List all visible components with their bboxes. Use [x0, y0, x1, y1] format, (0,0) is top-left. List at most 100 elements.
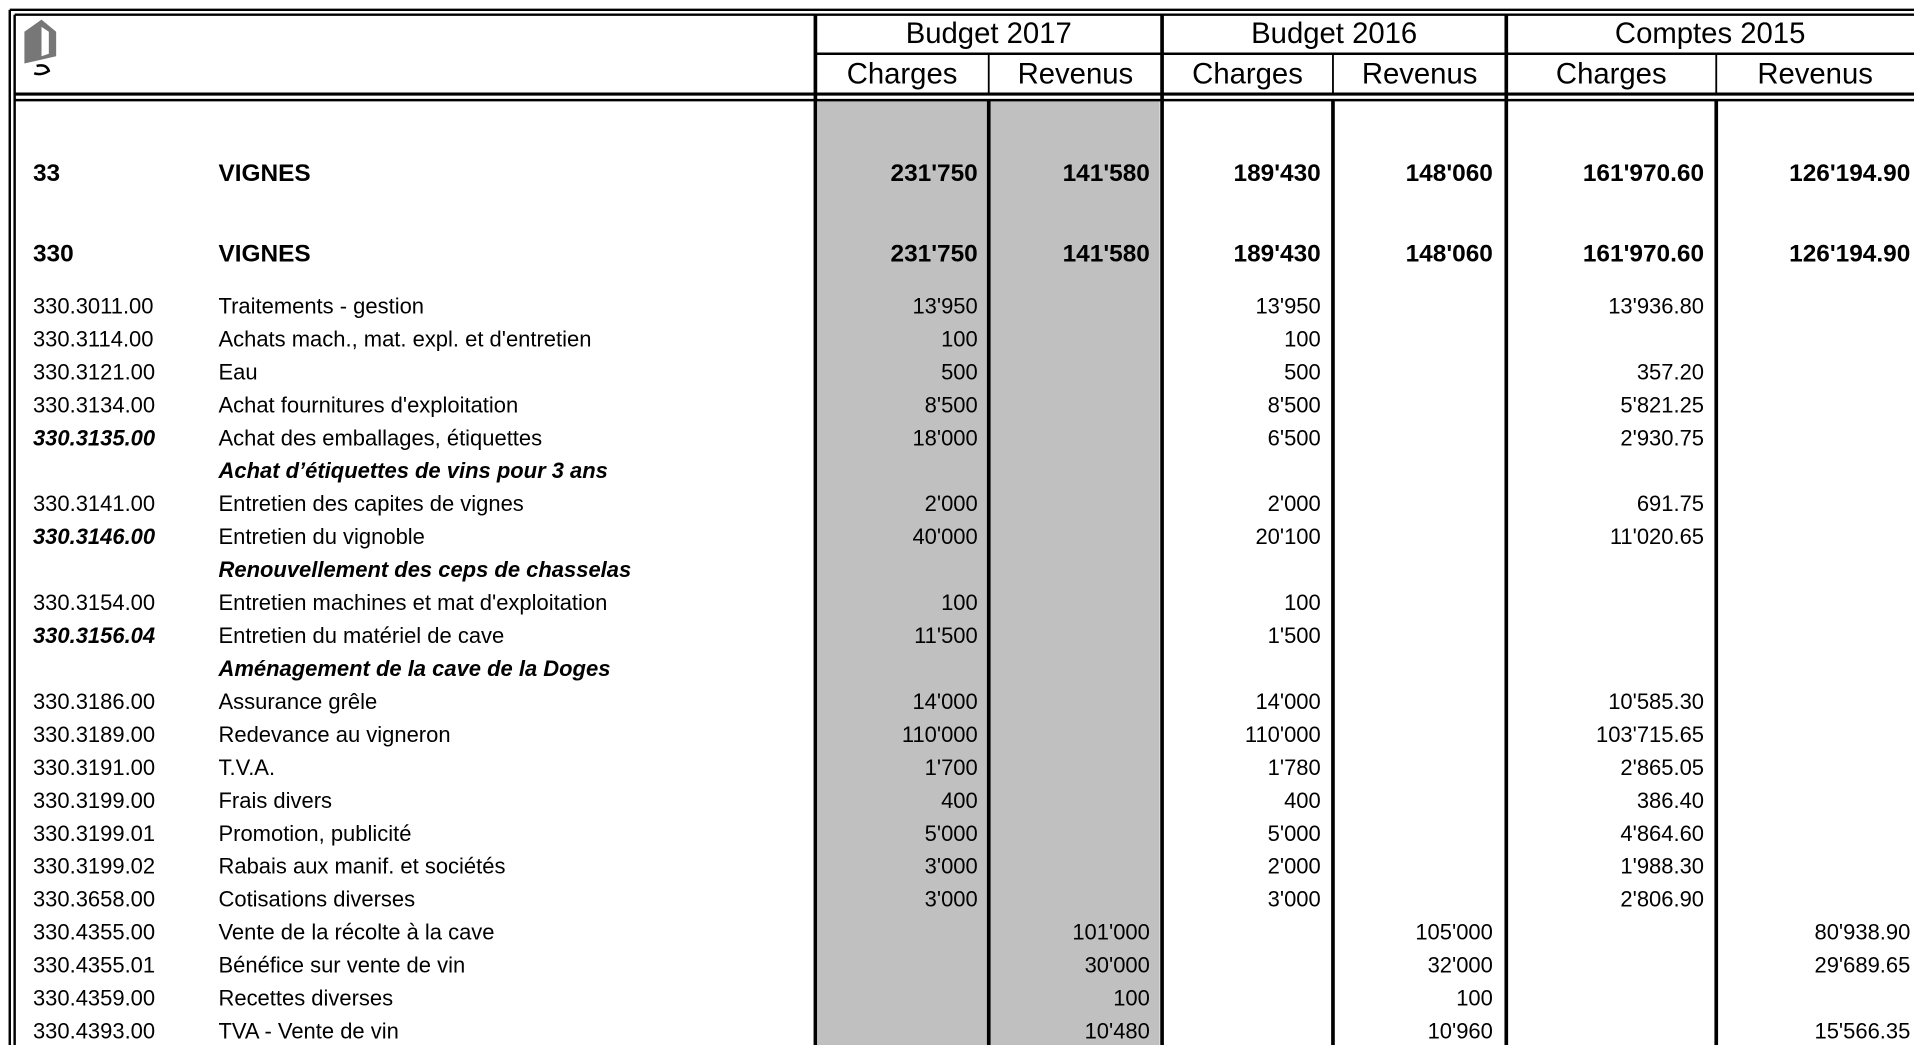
group-header: Comptes 2015: [1615, 17, 1805, 50]
account-label: Rabais aux manif. et sociétés: [218, 854, 505, 879]
amount: 8'500: [1268, 392, 1321, 417]
amount: 3'000: [1268, 887, 1321, 912]
account-code: 330.4355.01: [33, 953, 155, 978]
amount: 14'000: [1255, 689, 1320, 714]
account-code: 33: [33, 160, 60, 187]
amount: 6'500: [1268, 425, 1321, 450]
account-code: 330.3658.00: [33, 887, 155, 912]
account-code: 330.3141.00: [33, 491, 155, 516]
amount: 30'000: [1085, 953, 1150, 978]
amount: 500: [1284, 359, 1321, 384]
amount: 5'000: [1268, 821, 1321, 846]
amount: 148'060: [1406, 160, 1493, 187]
amount: 1'780: [1268, 755, 1321, 780]
amount: 20'100: [1255, 524, 1320, 549]
amount: 3'000: [925, 854, 978, 879]
amount: 2'000: [1268, 854, 1321, 879]
amount: 148'060: [1406, 241, 1493, 268]
account-code: 330.3189.00: [33, 722, 155, 747]
borders: [8, 8, 1914, 1045]
amount: 4'864.60: [1620, 821, 1704, 846]
amount: 11'020.65: [1610, 524, 1704, 549]
amount: 110'000: [902, 722, 978, 747]
amount: 13'950: [1255, 293, 1320, 318]
amount: 126'194.90: [1789, 160, 1910, 187]
account-label: T.V.A.: [218, 755, 275, 780]
account-code: 330.3199.01: [33, 821, 155, 846]
amount: 161'970.60: [1583, 160, 1704, 187]
amount: 100: [1456, 986, 1493, 1011]
group-header: Budget 2017: [906, 17, 1072, 50]
account-code: 330.3156.04: [33, 623, 155, 648]
account-code: 330.3199.00: [33, 788, 155, 813]
column-header: Revenus: [1362, 57, 1478, 90]
account-code: 330.3114.00: [33, 326, 154, 351]
account-label: VIGNES: [218, 241, 310, 268]
account-label: Bénéfice sur vente de vin: [218, 953, 465, 978]
account-label: Entretien machines et mat d'exploitation: [218, 590, 607, 615]
amount: 1'500: [1268, 623, 1321, 648]
account-code: 330.3011.00: [33, 293, 154, 318]
amount: 8'500: [925, 392, 978, 417]
amount: 500: [941, 359, 978, 384]
amount: 141'580: [1063, 160, 1150, 187]
amount: 11'500: [914, 623, 978, 648]
amount: 386.40: [1637, 788, 1704, 813]
account-code: 330.3154.00: [33, 590, 155, 615]
account-code: 330: [33, 241, 74, 268]
column-header: Charges: [1192, 57, 1303, 90]
account-label: Traitements - gestion: [218, 293, 424, 318]
amount: 126'194.90: [1789, 241, 1910, 268]
account-label: Promotion, publicité: [218, 821, 411, 846]
amount: 105'000: [1415, 920, 1493, 945]
amount: 110'000: [1245, 722, 1321, 747]
amount: 189'430: [1234, 241, 1321, 268]
amount: 10'480: [1085, 1019, 1150, 1044]
account-label: Cotisations diverses: [218, 887, 415, 912]
amount: 14'000: [912, 689, 977, 714]
note: Renouvellement des ceps de chasselas: [218, 557, 631, 582]
column-header: Revenus: [1018, 57, 1134, 90]
amount: 10'585.30: [1608, 689, 1704, 714]
account-label: Entretien du vignoble: [218, 524, 424, 549]
account-code: 330.3191.00: [33, 755, 155, 780]
amount: 10'960: [1428, 1019, 1493, 1044]
amount: 2'000: [925, 491, 978, 516]
amount: 141'580: [1063, 241, 1150, 268]
account-code: 330.4359.00: [33, 986, 155, 1011]
group-header: Budget 2016: [1251, 17, 1417, 50]
amount: 29'689.65: [1815, 953, 1911, 978]
account-label: VIGNES: [218, 160, 310, 187]
amount: 100: [1113, 986, 1150, 1011]
account-label: Achats mach., mat. expl. et d'entretien: [218, 326, 591, 351]
amount: 231'750: [891, 160, 978, 187]
amount: 100: [1284, 326, 1321, 351]
account-code: 330.4355.00: [33, 920, 155, 945]
amount: 231'750: [891, 241, 978, 268]
amount: 161'970.60: [1583, 241, 1704, 268]
account-code: 330.3134.00: [33, 392, 155, 417]
amount: 400: [1284, 788, 1321, 813]
account-code: 330.4393.00: [33, 1019, 155, 1044]
account-label: Assurance grêle: [218, 689, 377, 714]
amount: 103'715.65: [1596, 722, 1704, 747]
account-label: Redevance au vigneron: [218, 722, 450, 747]
amount: 100: [941, 326, 978, 351]
amount: 18'000: [912, 425, 977, 450]
amount: 100: [941, 590, 978, 615]
amount: 80'938.90: [1815, 920, 1911, 945]
amount: 15'566.35: [1815, 1019, 1911, 1044]
account-code: 330.3186.00: [33, 689, 155, 714]
logo: [24, 19, 57, 76]
account-code: 330.3199.02: [33, 854, 155, 879]
note: Achat d’étiquettes de vins pour 3 ans: [217, 458, 607, 483]
amount: 2'930.75: [1620, 425, 1704, 450]
amount: 691.75: [1637, 491, 1704, 516]
account-label: Recettes diverses: [218, 986, 393, 1011]
account-label: Achat fournitures d'exploitation: [218, 392, 518, 417]
account-label: Entretien du matériel de cave: [218, 623, 504, 648]
amount: 1'700: [925, 755, 978, 780]
amount: 189'430: [1234, 160, 1321, 187]
amount: 2'806.90: [1620, 887, 1704, 912]
